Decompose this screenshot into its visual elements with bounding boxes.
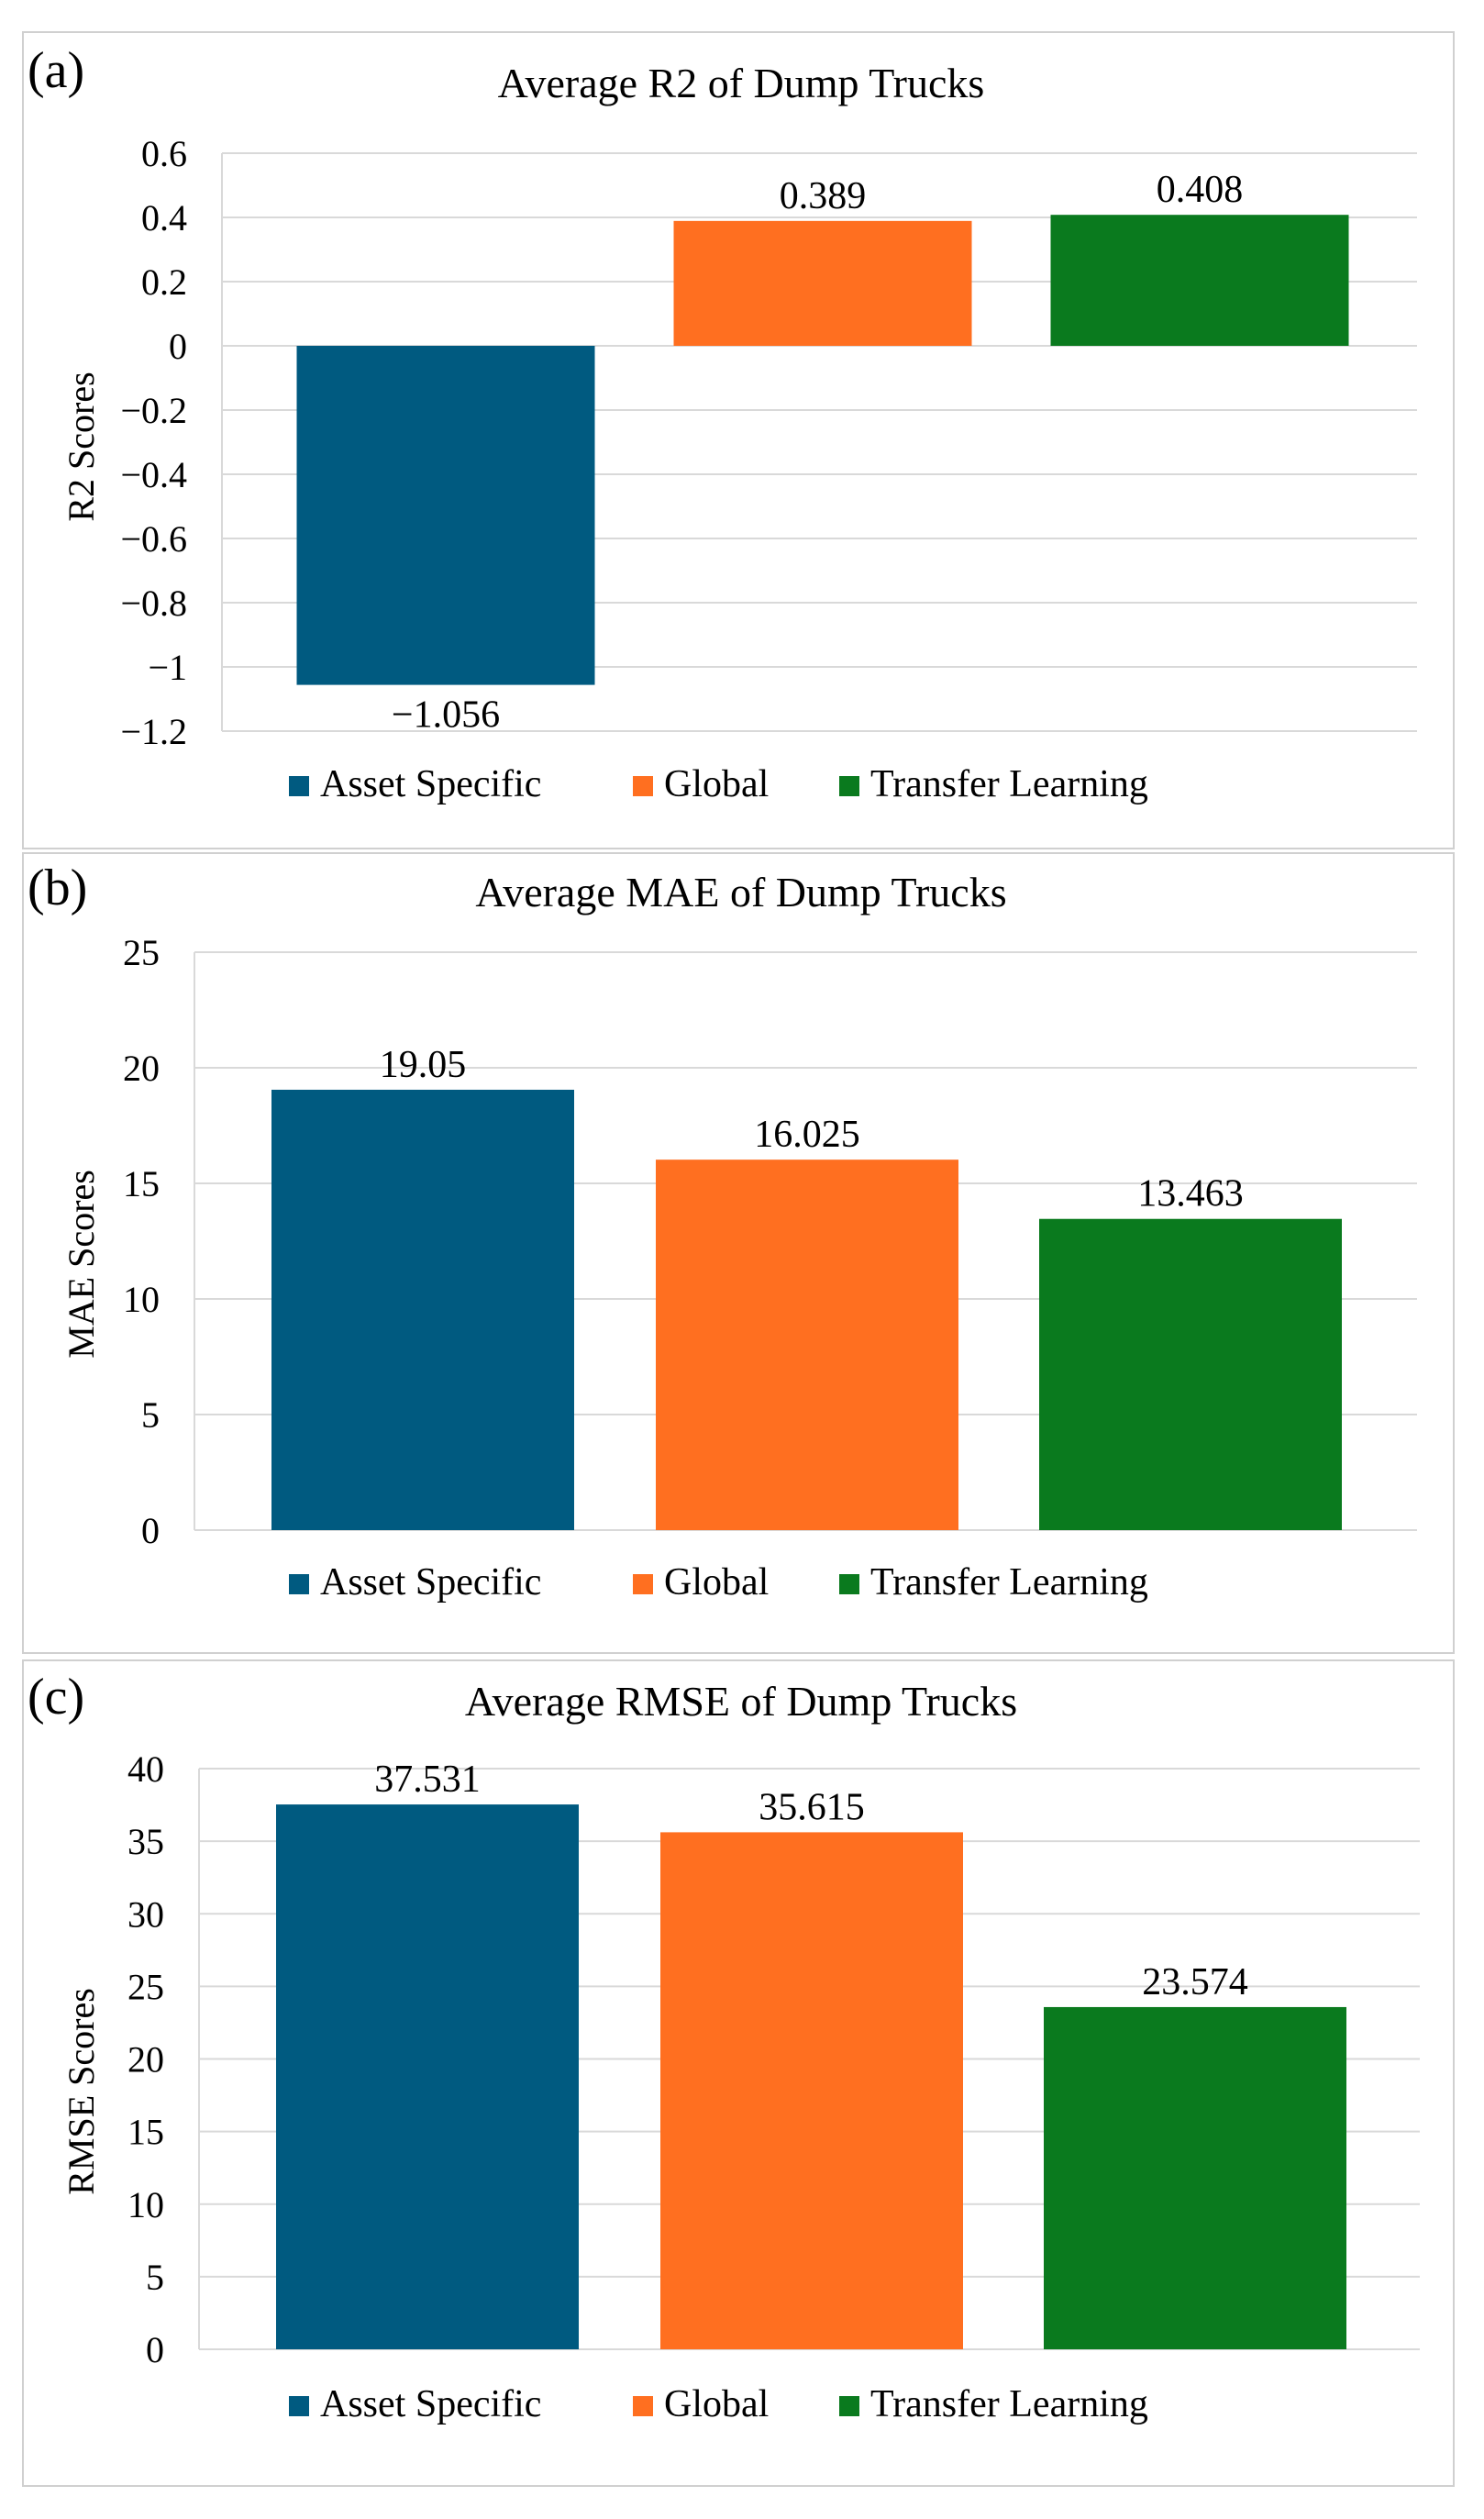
legend-label: Global [664, 2383, 769, 2425]
data-label: 37.531 [374, 1759, 481, 1801]
chart-frame [22, 31, 1455, 849]
bar-asset-specific [276, 1804, 579, 2349]
legend-label: Global [664, 1561, 769, 1604]
panel-label: (a) [28, 42, 84, 99]
legend-swatch [633, 1574, 653, 1594]
y-tick-label: −0.2 [120, 390, 187, 431]
legend-swatch [289, 2396, 309, 2416]
data-label: 35.615 [759, 1786, 865, 1828]
legend-label: Asset Specific [320, 2383, 541, 2425]
y-tick-label: 0 [141, 1510, 160, 1551]
legend-swatch [289, 1574, 309, 1594]
y-tick-label: −0.6 [120, 518, 187, 560]
chart-title: Average MAE of Dump Trucks [475, 869, 1006, 915]
chart-panel-c: (c) Average RMSE of Dump Trucks RMSE Sco… [0, 1659, 1484, 2514]
y-tick-label: 25 [123, 932, 160, 973]
y-tick-label: 10 [123, 1279, 160, 1320]
panel-label: (c) [28, 1669, 84, 1726]
y-tick-label: −0.8 [120, 583, 187, 624]
y-tick-label: 20 [123, 1048, 160, 1089]
r2-chart: (a) Average R2 of Dump Trucks R2 Scores … [22, 31, 1455, 849]
legend-swatch [839, 1574, 859, 1594]
legend-label: Transfer Learning [870, 2383, 1148, 2425]
bar-transfer-learning [1039, 1218, 1342, 1530]
y-tick-label: −1.2 [120, 711, 187, 752]
data-label: −1.056 [392, 694, 500, 737]
bar-transfer-learning [1050, 215, 1349, 346]
y-tick-label: 5 [146, 2257, 164, 2298]
y-tick-label: 5 [141, 1394, 160, 1436]
chart-title: Average RMSE of Dump Trucks [465, 1678, 1017, 1725]
chart-panel-b: (b) Average MAE of Dump Trucks MAE Score… [0, 851, 1484, 1659]
chart-frame [22, 852, 1455, 1654]
legend-swatch [839, 2396, 859, 2416]
y-tick-label: 10 [127, 2184, 164, 2225]
y-tick-label: 30 [127, 1893, 164, 1935]
panel-label: (b) [28, 860, 87, 916]
chart-frame [22, 1659, 1455, 2487]
y-tick-label: 20 [127, 2039, 164, 2081]
legend-swatch [633, 2396, 653, 2416]
y-tick-label: 40 [127, 1748, 164, 1790]
chart-title: Average R2 of Dump Trucks [498, 60, 985, 106]
data-label: 0.389 [780, 175, 867, 217]
legend-label: Asset Specific [320, 763, 541, 805]
mae-chart: (b) Average MAE of Dump Trucks MAE Score… [22, 852, 1455, 1654]
y-tick-label: 15 [123, 1163, 160, 1204]
legend-swatch [839, 776, 859, 796]
bar-asset-specific [296, 346, 595, 685]
y-tick-label: 0.2 [141, 261, 187, 303]
y-tick-label: −1 [148, 647, 187, 688]
bar-transfer-learning [1044, 2006, 1346, 2349]
data-label: 13.463 [1137, 1173, 1244, 1215]
y-tick-label: 35 [127, 1821, 164, 1862]
data-label: 19.05 [380, 1044, 467, 1086]
rmse-chart: (c) Average RMSE of Dump Trucks RMSE Sco… [22, 1659, 1455, 2487]
data-label: 23.574 [1142, 1961, 1248, 2003]
legend-swatch [633, 776, 653, 796]
data-label: 0.408 [1157, 169, 1244, 211]
bar-global [673, 220, 972, 346]
bar-global [656, 1160, 958, 1530]
y-tick-label: 15 [127, 2112, 164, 2153]
y-axis-label: R2 Scores [61, 372, 102, 521]
legend-label: Transfer Learning [870, 763, 1148, 805]
y-tick-label: 0 [169, 326, 187, 367]
y-axis-label: RMSE Scores [61, 1988, 102, 2195]
data-label: 16.025 [754, 1114, 860, 1156]
y-tick-label: 0.4 [141, 197, 187, 239]
bar-global [660, 1832, 963, 2349]
legend-label: Global [664, 763, 769, 805]
bar-asset-specific [271, 1089, 574, 1530]
y-tick-label: 0 [146, 2329, 164, 2370]
legend-label: Transfer Learning [870, 1561, 1148, 1604]
legend-swatch [289, 776, 309, 796]
y-tick-label: −0.4 [120, 454, 187, 495]
y-axis-label: MAE Scores [61, 1170, 102, 1359]
legend-label: Asset Specific [320, 1561, 541, 1604]
y-tick-label: 25 [127, 1966, 164, 2007]
chart-panel-a: (a) Average R2 of Dump Trucks R2 Scores … [0, 0, 1484, 851]
y-tick-label: 0.6 [141, 133, 187, 174]
